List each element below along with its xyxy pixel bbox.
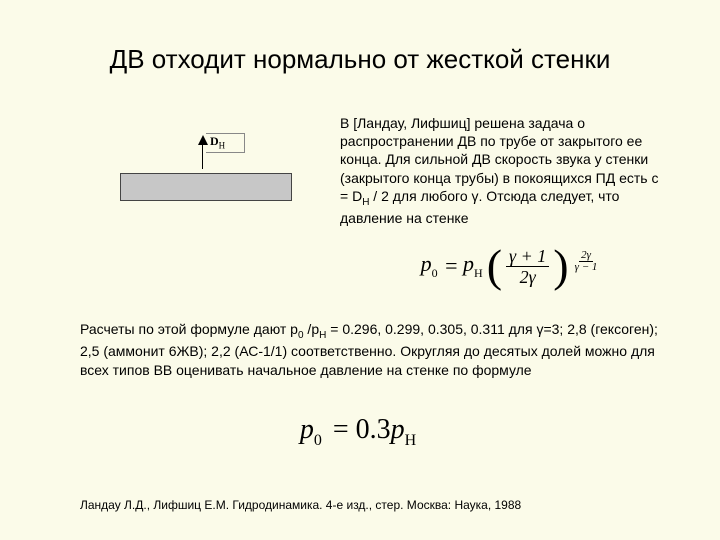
paragraph-2: Расчеты по этой формуле дают p0 /pH = 0.… [80, 320, 660, 380]
eq1-exp-den: γ − 1 [573, 262, 600, 273]
eq1-lhs: p0 [421, 251, 440, 280]
eq1-fraction: γ + 1 2γ [506, 247, 549, 286]
eq1-exponent: 2γ γ − 1 [573, 250, 600, 273]
page-title: ДВ отходит нормально от жесткой стенки [0, 44, 720, 75]
dh-label: DH [210, 134, 225, 150]
wall-diagram: DH [120, 125, 290, 205]
dh-arrow-icon [202, 137, 203, 169]
eq1-frac-den: 2γ [517, 267, 539, 286]
paragraph-1: В [Ландау, Лифшиц] решена задача о распр… [340, 114, 660, 227]
equation-p0-approx: p0 = 0.3pH [0, 414, 720, 450]
equals-icon: = [440, 253, 463, 279]
left-paren-icon: ( [487, 244, 502, 288]
reference-footnote: Ландау Л.Д., Лифшиц Е.М. Гидродинамика. … [80, 498, 521, 512]
equation-p0-full: p0 = pH ( γ + 1 2γ ) 2γ γ − 1 [370, 244, 650, 288]
eq1-frac-num: γ + 1 [506, 247, 549, 267]
eq1-exp-num: 2γ [579, 250, 593, 262]
eq1-ph: pH [463, 251, 485, 280]
right-paren-icon: ) [553, 244, 568, 288]
rigid-wall-bar [120, 173, 292, 201]
